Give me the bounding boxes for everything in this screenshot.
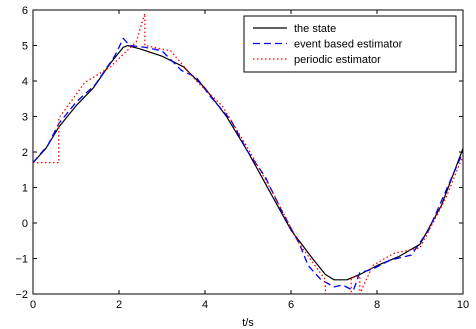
y-tick-label: 3	[22, 112, 28, 124]
x-axis-label: t/s	[242, 317, 254, 329]
x-tick-label: 8	[374, 299, 380, 311]
series-line-2	[33, 37, 463, 292]
legend: the state event based estimator periodic e…	[243, 15, 457, 73]
x-tick-label: 6	[288, 299, 294, 311]
axes: 0 2 4 6 8 10 −2 −1 0 1 2 3 4 5 6	[15, 5, 469, 311]
x-tick-label: 4	[202, 299, 208, 311]
y-tick-label: 1	[22, 183, 28, 195]
legend-label-2: event based estimator	[294, 39, 403, 51]
y-tick-label: 6	[22, 5, 28, 17]
plot-area	[33, 12, 463, 294]
y-tick-label: 4	[22, 76, 28, 88]
y-tick-label: −1	[15, 254, 28, 266]
legend-label-1: the state	[294, 23, 336, 35]
x-tick-label: 2	[116, 299, 122, 311]
x-tick-label: 0	[30, 299, 36, 311]
y-tick-label: 5	[22, 41, 28, 53]
x-tick-label: 10	[457, 299, 469, 311]
legend-label-3: periodic estimator	[294, 54, 381, 66]
y-tick-label: 0	[22, 218, 28, 230]
y-tick-label: 2	[22, 147, 28, 159]
y-tick-label: −2	[15, 289, 28, 301]
